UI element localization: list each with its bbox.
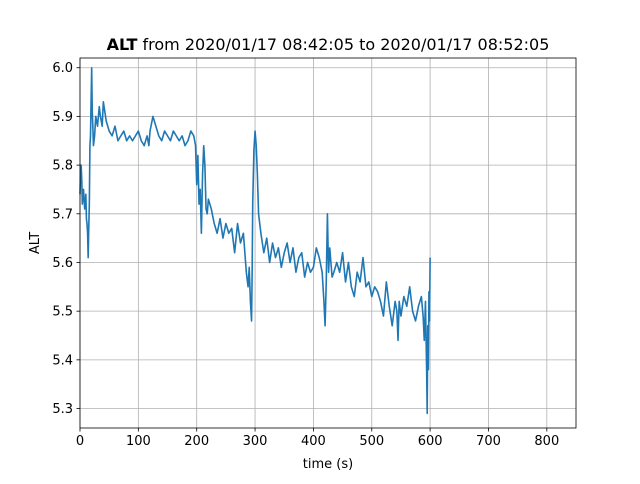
x-tick-label: 200 [184,434,209,449]
y-tick-label: 5.4 [52,353,73,368]
x-tick-label: 100 [126,434,151,449]
y-tick-label: 5.5 [52,305,73,320]
x-tick-label: 0 [76,434,84,449]
y-tick-label: 6.0 [52,61,73,76]
x-tick-label: 400 [301,434,326,449]
series-layer [79,66,431,415]
chart-title-rest: from 2020/01/17 08:42:05 to 2020/01/17 0… [137,35,549,54]
x-tick-label: 300 [243,434,268,449]
y-tick-label: 5.8 [52,159,73,174]
x-gridlines [79,58,548,428]
y-tick-label: 5.9 [52,110,73,125]
series-line [79,66,431,415]
y-tick-label: 5.7 [52,207,73,222]
x-axis-ticks: 0 100 200 300 400 500 600 700 800 [76,428,559,449]
x-tick-label: 500 [359,434,384,449]
x-tick-label: 800 [534,434,559,449]
chart-title-bold: ALT [107,35,138,54]
y-axis-ticks: 5.3 5.4 5.5 5.6 5.7 5.8 5.9 6.0 [52,61,80,417]
plot-frame [79,57,577,429]
x-tick-label: 600 [418,434,443,449]
x-axis-label: time (s) [303,457,353,472]
y-tick-label: 5.3 [52,402,73,417]
y-axis-label: ALT [28,232,43,254]
y-tick-label: 5.6 [52,256,73,271]
chart-title: ALT from 2020/01/17 08:42:05 to 2020/01/… [107,35,550,54]
x-tick-label: 700 [476,434,501,449]
